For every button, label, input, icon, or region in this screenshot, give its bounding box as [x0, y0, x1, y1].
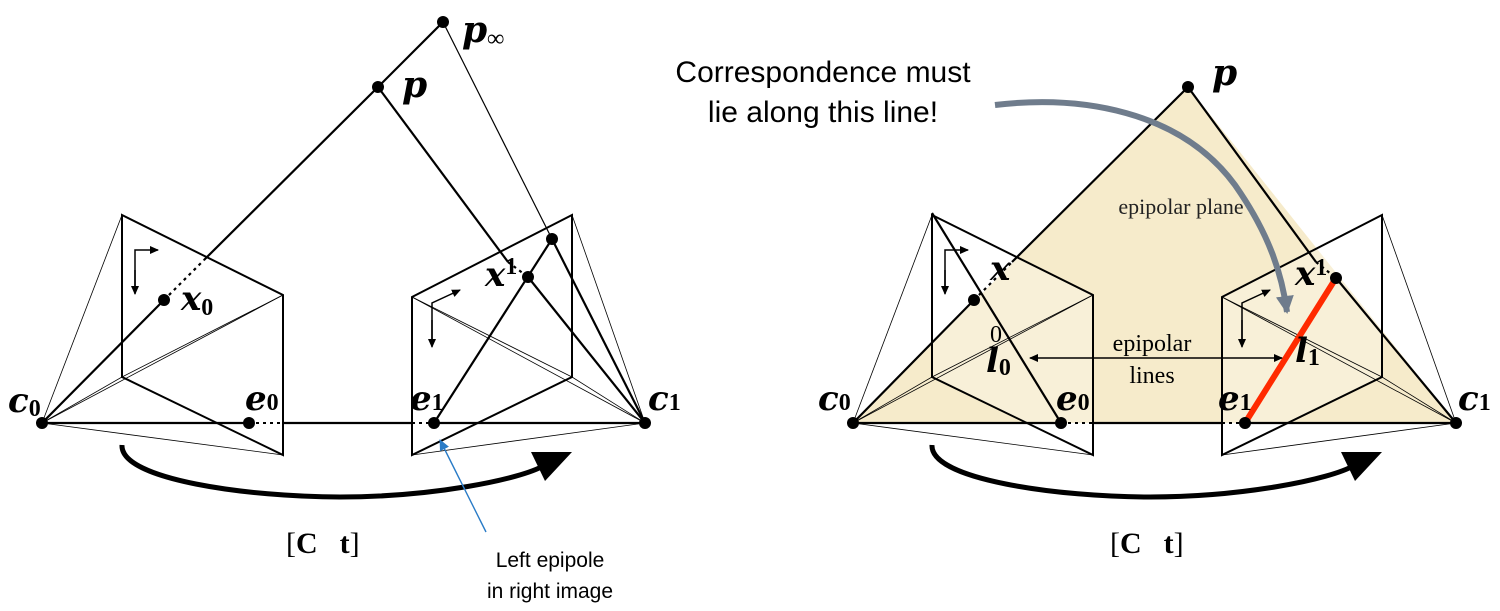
right-frustum-line	[1381, 214, 1457, 424]
rotation-arrow	[929, 444, 1357, 500]
right-points	[847, 81, 1462, 429]
epipole-pointer-line	[439, 439, 487, 533]
label-x0-sub: 0	[990, 322, 1002, 348]
ray-p-pinf	[377, 21, 444, 88]
right-frustum-line	[571, 214, 646, 424]
label-e0: e0	[245, 379, 279, 419]
ray-x0-p-dotted	[163, 259, 205, 301]
point-x1-inf	[546, 233, 558, 245]
label-e1: e1	[410, 379, 444, 419]
right-frustum-line	[411, 296, 646, 424]
left-labels: p∞ p x0 x1 c0 c1 e0 e1 [C t] Left epipole…	[8, 9, 681, 603]
left-points	[36, 16, 651, 429]
camera-c1	[639, 417, 651, 429]
left-frustum-line	[41, 214, 123, 424]
left-frustum-line	[852, 376, 933, 424]
point-p-inf	[437, 16, 449, 28]
left-diagram	[41, 21, 646, 533]
epipole-e0	[1055, 417, 1067, 429]
rotation-arrowhead	[531, 452, 572, 481]
label-transform: [C t]	[1110, 527, 1184, 560]
callout-text-line2: lie along this line!	[708, 96, 938, 129]
label-l0: l0	[986, 341, 1011, 381]
label-p-inf: p∞	[462, 9, 504, 52]
left-frustum-line	[852, 214, 933, 424]
epipole-note-line2: in right image	[487, 580, 613, 603]
label-c0: c0	[8, 381, 41, 422]
ray-c0-x0	[41, 299, 165, 424]
epipole-e0	[243, 417, 255, 429]
rotation-arrow	[119, 444, 547, 500]
epipolar-line-right-highlight	[1242, 275, 1339, 426]
ray-p-x1	[377, 86, 509, 263]
point-x0	[968, 294, 980, 306]
label-c1: c1	[648, 379, 681, 419]
label-c1: c1	[1458, 379, 1491, 419]
epipole-note-line1: Left epipole	[496, 549, 605, 572]
callout-arrow	[994, 99, 1294, 314]
left-image-plane	[121, 213, 284, 457]
label-transform: [C t]	[286, 527, 360, 560]
label-x1: x1	[484, 254, 517, 295]
callout-text-line1: Correspondence must	[675, 56, 971, 89]
label-p: p	[402, 64, 427, 106]
epipole-e1	[428, 417, 440, 429]
left-frustum-line	[41, 376, 123, 424]
right-frustum-line	[1221, 422, 1457, 456]
right-frustum-line	[1221, 296, 1457, 424]
axis-arrow-left	[134, 246, 159, 293]
left-frustum-line	[852, 422, 1094, 456]
axis-arrow-right	[431, 289, 461, 345]
right-labels: Correspondence must lie along this line!…	[675, 52, 1490, 560]
ray-pinf-c1	[551, 238, 646, 424]
ray-p-x1	[1187, 86, 1317, 263]
label-p: p	[1212, 52, 1237, 94]
point-x1	[522, 271, 534, 283]
right-plane-diagonal	[411, 296, 573, 378]
left-plane-diagonal	[931, 294, 1094, 378]
label-epipolar-lines-1: epipolar	[1113, 331, 1192, 357]
label-e0: e0	[1056, 379, 1090, 419]
label-x0: x0	[180, 279, 213, 321]
label-l1: l1	[1295, 331, 1320, 371]
left-frustum-line	[852, 294, 1094, 424]
right-frustum-line	[571, 376, 646, 424]
ray-x1-c1	[527, 276, 646, 424]
epipolar-line-left	[931, 212, 1062, 424]
point-p	[1182, 81, 1194, 93]
camera-c0	[36, 417, 48, 429]
ray-c0-x0	[852, 299, 975, 424]
ray-to-p	[203, 86, 379, 261]
epipolar-line-right	[433, 238, 553, 424]
label-epipolar-plane: epipolar plane	[1118, 194, 1243, 219]
left-frustum-line	[41, 294, 284, 424]
point-x1	[1330, 272, 1342, 284]
label-c0: c0	[818, 379, 851, 419]
camera-c1	[1450, 417, 1462, 429]
ray-pinf-thin	[442, 21, 553, 240]
point-p	[372, 81, 384, 93]
label-x1: x1	[1294, 254, 1327, 294]
rotation-arrowhead	[1341, 452, 1382, 481]
epipole-e1	[1239, 417, 1251, 429]
right-frustum-line	[1381, 376, 1457, 424]
camera-c0	[847, 417, 859, 429]
label-epipolar-lines-2: lines	[1129, 363, 1174, 389]
right-frustum-line	[411, 422, 646, 456]
ray-x1-c1	[1335, 277, 1457, 424]
label-e1: e1	[1218, 379, 1252, 419]
left-frustum-line	[41, 422, 284, 456]
label-x0: x	[989, 249, 1011, 289]
point-x0	[158, 294, 170, 306]
right-diagram	[852, 86, 1457, 500]
ray-to-p	[1011, 86, 1189, 263]
left-plane-diagonal	[121, 294, 284, 378]
